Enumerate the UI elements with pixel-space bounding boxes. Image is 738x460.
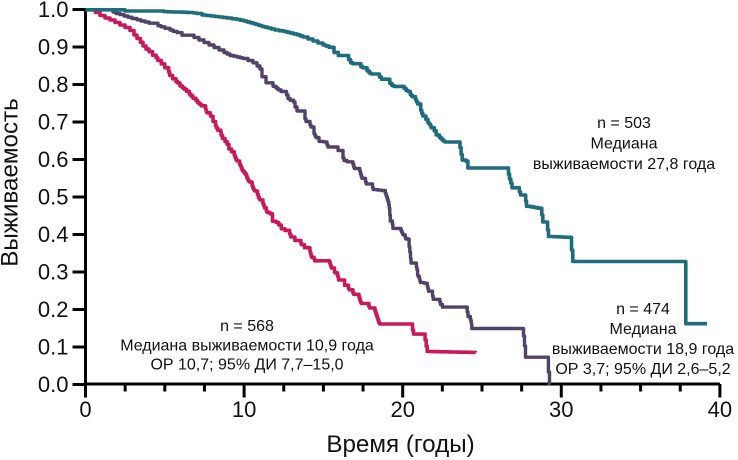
svg-text:Медиана: Медиана [591,135,658,152]
svg-text:ОР 3,7; 95% ДИ 2,6–5,2: ОР 3,7; 95% ДИ 2,6–5,2 [555,361,730,378]
svg-text:0.9: 0.9 [38,35,69,60]
svg-text:0.6: 0.6 [38,147,69,172]
svg-text:0.4: 0.4 [38,222,69,247]
svg-text:1.0: 1.0 [38,0,69,22]
svg-text:выживаемости 18,9 года: выживаемости 18,9 года [552,341,734,358]
svg-text:0.2: 0.2 [38,297,69,322]
svg-text:n = 503: n = 503 [597,115,651,132]
svg-text:40: 40 [708,397,732,422]
svg-text:0.8: 0.8 [38,72,69,97]
svg-text:n = 568: n = 568 [220,318,274,335]
svg-text:Медиана: Медиана [610,321,677,338]
svg-text:Выживаемость: Выживаемость [0,98,24,267]
svg-text:0.0: 0.0 [38,372,69,397]
svg-text:0.5: 0.5 [38,185,69,210]
svg-text:Медиана выживаемости 10,9 года: Медиана выживаемости 10,9 года [120,338,374,355]
svg-text:0.1: 0.1 [38,335,69,360]
svg-text:30: 30 [549,397,573,422]
svg-text:n = 474: n = 474 [616,301,670,318]
svg-text:0.7: 0.7 [38,110,69,135]
svg-text:выживаемости 27,8 года: выживаемости 27,8 года [533,156,715,173]
svg-text:0.3: 0.3 [38,260,69,285]
svg-text:20: 20 [390,397,414,422]
svg-text:0: 0 [79,397,91,422]
svg-text:Время (годы): Время (годы) [326,431,474,458]
svg-text:10: 10 [232,397,256,422]
svg-text:ОР 10,7; 95% ДИ 7,7–15,0: ОР 10,7; 95% ДИ 7,7–15,0 [150,357,343,374]
